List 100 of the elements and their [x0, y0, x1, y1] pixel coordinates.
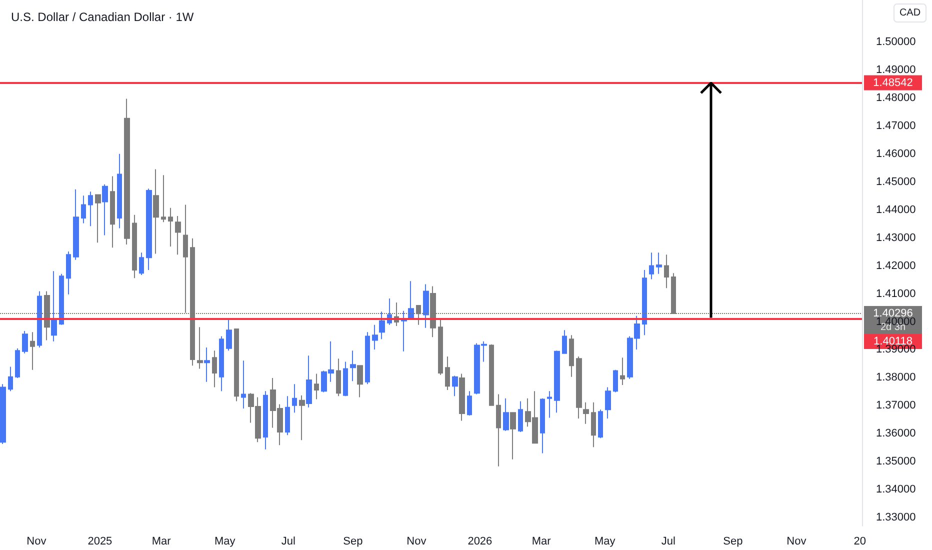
y-tick-label: 1.45000	[876, 176, 916, 188]
x-tick-label: May	[214, 536, 236, 548]
y-tick-label: 1.44000	[876, 204, 916, 216]
y-tick-label: 1.42000	[876, 260, 916, 272]
candlestick	[263, 390, 268, 450]
candlestick	[66, 251, 71, 295]
candlestick	[343, 361, 348, 397]
candlestick	[664, 254, 669, 289]
candlestick	[401, 310, 407, 352]
candlestick	[204, 346, 210, 382]
candlestick	[598, 409, 603, 439]
candlestick	[613, 369, 618, 393]
candlestick	[547, 390, 552, 418]
candlestick	[489, 344, 494, 406]
y-tick-label: 1.49000	[876, 64, 916, 76]
x-tick-label: 20	[854, 536, 866, 548]
candlestick	[452, 375, 458, 397]
candlestick	[219, 336, 224, 392]
x-tick-label: Nov	[786, 536, 807, 548]
candlestick	[241, 360, 246, 409]
candlestick	[153, 168, 159, 254]
candlestick	[175, 215, 181, 256]
candlestick	[510, 412, 516, 460]
candlestick	[518, 400, 523, 432]
y-tick-label: 1.33000	[876, 512, 916, 524]
candlestick	[299, 394, 305, 441]
candlestick	[496, 394, 501, 467]
y-tick-label: 1.50000	[876, 36, 916, 48]
x-tick-label: Sep	[723, 536, 743, 548]
candlestick	[576, 356, 582, 420]
x-tick-label: Nov	[406, 536, 427, 548]
y-tick-label: 1.48000	[876, 92, 916, 104]
candlestick	[569, 334, 574, 378]
candlestick	[197, 326, 203, 370]
candlestick	[503, 398, 509, 432]
candlestick	[168, 207, 173, 247]
candlestick	[306, 355, 312, 408]
candlestick	[379, 311, 385, 340]
candlestick	[350, 350, 356, 382]
candlestick	[372, 324, 378, 350]
y-tick-label: 1.34000	[876, 484, 916, 496]
candlestick	[234, 328, 239, 402]
candlestick	[183, 204, 188, 314]
candlestick	[146, 188, 152, 270]
candlestick	[656, 252, 662, 274]
candlestick	[285, 396, 290, 436]
candlestick	[73, 188, 79, 260]
candlestick	[605, 386, 611, 420]
y-tick-label: 1.36000	[876, 428, 916, 440]
candlestick	[408, 280, 414, 320]
y-tick-label: 1.41000	[876, 288, 916, 300]
candlestick	[583, 402, 589, 424]
candlestick	[226, 318, 232, 352]
candlestick	[540, 398, 545, 454]
x-tick-label: Jul	[661, 536, 676, 548]
y-tick-label: 1.37000	[876, 400, 916, 412]
candlestick	[620, 357, 625, 386]
candlestick	[110, 176, 115, 248]
candlestick	[212, 350, 217, 388]
y-axis-title: CAD	[899, 8, 921, 18]
candlestick	[438, 319, 443, 376]
candlestick	[59, 273, 64, 326]
candlestick	[22, 330, 28, 354]
y-tick-label: 1.43000	[876, 232, 916, 244]
x-tick-label: Sep	[343, 536, 363, 548]
candlestick	[445, 356, 450, 391]
x-tick-label: 2026	[468, 536, 492, 548]
candlestick	[88, 191, 93, 227]
candlestick	[124, 98, 130, 246]
y-tick-label: 1.47000	[876, 120, 916, 132]
candlestick	[8, 366, 13, 392]
candlestick	[30, 332, 35, 370]
candlestick	[0, 384, 6, 445]
candlestick	[591, 402, 596, 448]
x-tick-label: Nov	[26, 536, 47, 548]
y-tick-label: 1.46000	[876, 148, 916, 160]
candlestick	[51, 270, 57, 342]
candlestick	[37, 290, 42, 348]
candlestick	[642, 269, 647, 336]
x-tick-label: May	[594, 536, 616, 548]
candlestick	[459, 373, 465, 422]
candlestick	[357, 365, 363, 398]
candlestick	[336, 358, 341, 397]
x-tick-label: 2025	[88, 536, 112, 548]
candlestick	[15, 348, 20, 378]
candlestick	[314, 373, 319, 400]
y-tick-label: 1.38000	[876, 372, 916, 384]
x-tick-label: Mar	[152, 536, 172, 548]
x-tick-label: Jul	[281, 536, 296, 548]
candlestick	[102, 184, 108, 236]
candlestick	[117, 153, 122, 229]
candlestick	[161, 174, 166, 223]
candlestick	[365, 332, 370, 385]
candlestick	[81, 195, 86, 224]
text: U.S. Dollar / Canadian Dollar · 1W	[11, 10, 194, 24]
x-tick-label: Mar	[532, 536, 552, 548]
candlestick	[554, 350, 560, 414]
candlestick	[649, 252, 654, 280]
candlestick	[132, 214, 137, 279]
candlestick	[562, 330, 567, 354]
